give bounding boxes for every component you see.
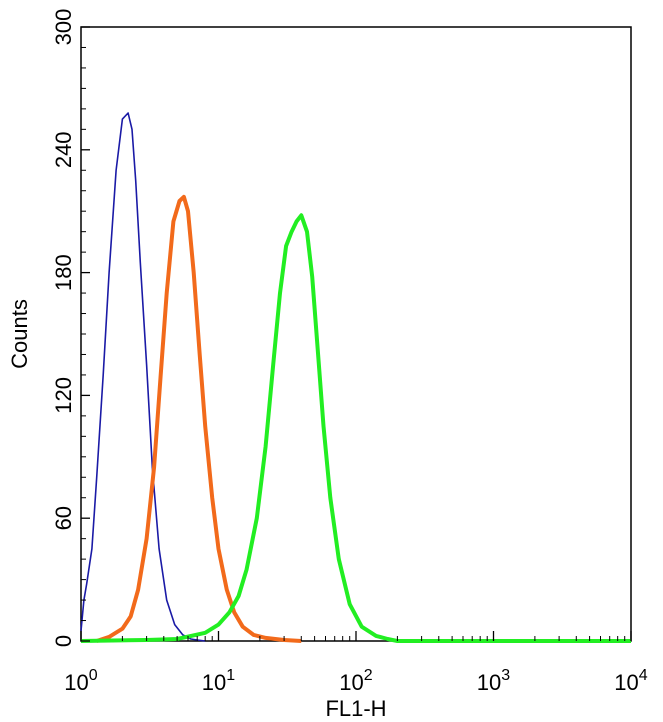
series-3-line bbox=[80, 213, 631, 643]
x-tick-label: 103 bbox=[477, 667, 510, 695]
x-tick-exponent: 1 bbox=[226, 667, 235, 684]
y-tick-label: 120 bbox=[51, 377, 76, 414]
x-tick-label: 100 bbox=[64, 667, 97, 695]
x-tick-base: 10 bbox=[614, 670, 638, 695]
series-1-line bbox=[80, 112, 206, 642]
x-tick-label: 104 bbox=[614, 667, 647, 695]
x-axis-title: FL1-H bbox=[325, 696, 386, 721]
x-tick-exponent: 2 bbox=[364, 667, 373, 684]
x-tick-base: 10 bbox=[202, 670, 226, 695]
x-tick-base: 10 bbox=[477, 670, 501, 695]
x-tick-label: 101 bbox=[202, 667, 235, 695]
y-tick-label: 0 bbox=[51, 635, 76, 647]
y-axis-title: Counts bbox=[7, 299, 32, 369]
y-tick-label: 180 bbox=[51, 254, 76, 291]
x-tick-exponent: 0 bbox=[89, 667, 98, 684]
x-tick-base: 10 bbox=[64, 670, 88, 695]
x-tick-base: 10 bbox=[339, 670, 363, 695]
series-2-line bbox=[96, 194, 302, 643]
x-tick-exponent: 4 bbox=[639, 667, 648, 684]
x-tick-label: 102 bbox=[339, 667, 372, 695]
y-tick-label: 300 bbox=[51, 9, 76, 46]
series-layer bbox=[80, 112, 631, 643]
x-tick-exponent: 3 bbox=[501, 667, 510, 684]
y-tick-label: 60 bbox=[51, 506, 76, 530]
y-tick-label: 240 bbox=[51, 131, 76, 168]
